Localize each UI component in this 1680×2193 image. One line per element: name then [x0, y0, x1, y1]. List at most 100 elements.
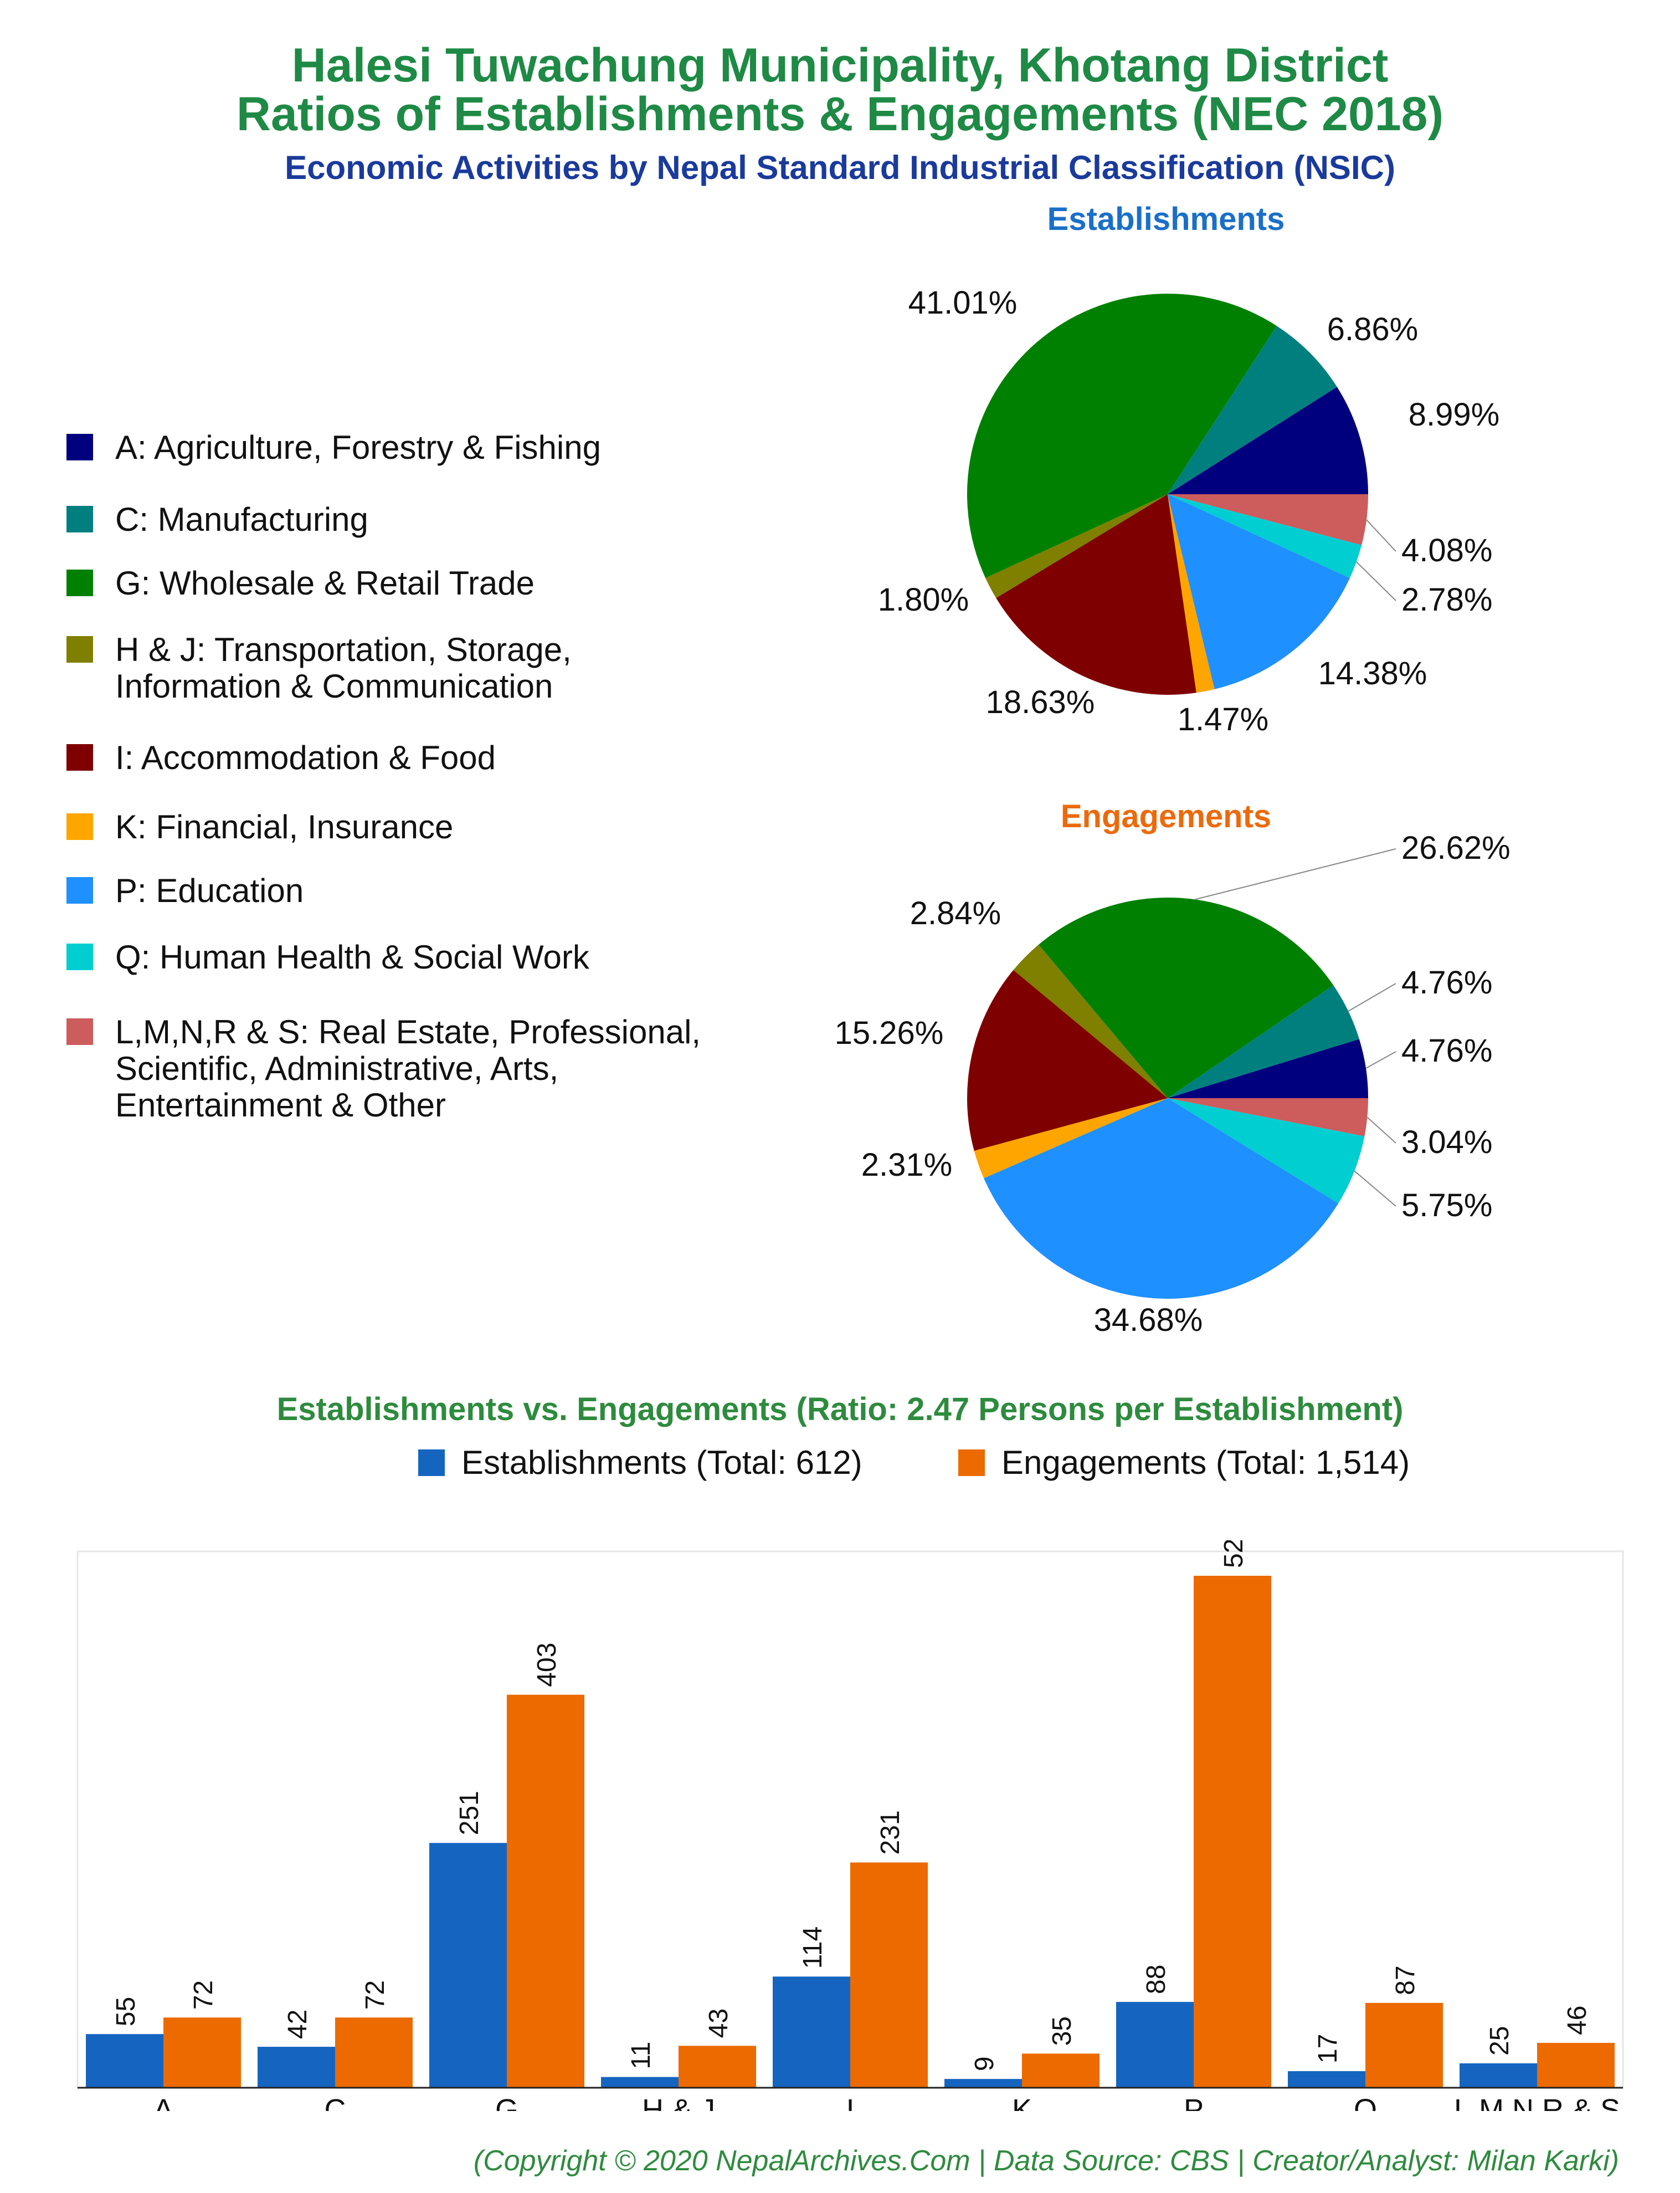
pie-label-q: 2.78%: [1401, 582, 1492, 618]
legend-item-k: K: Financial, Insurance: [66, 809, 835, 846]
pie-label-a: 4.76%: [1401, 1033, 1492, 1069]
bar-engagements-c: [335, 2017, 413, 2088]
pie-slice-h-j: [1013, 945, 1168, 1098]
legend-swatch: [66, 1018, 93, 1045]
pie-slice-g: [967, 293, 1277, 578]
legend-swatch: [66, 636, 93, 663]
bar-value-label: 46: [1563, 2006, 1592, 2035]
bar-legend-establishments-label: Establishments (Total: 612): [461, 1444, 862, 1481]
bar-value-label: 251: [455, 1791, 484, 1835]
pie-slice-a: [1168, 1039, 1369, 1098]
pie-slice-l-m-n-r-s: [1168, 494, 1368, 545]
bar-establishments-q: [1288, 2071, 1365, 2088]
bar-legend-engagements-label: Engagements (Total: 1,514): [1001, 1444, 1410, 1481]
pie-label-q: 5.75%: [1401, 1187, 1492, 1223]
bar-value-label: 72: [361, 1980, 390, 2010]
x-tick-label-k: K: [1012, 2093, 1032, 2111]
legend-label: L,M,N,R & S: Real Estate, Professional, …: [115, 1013, 701, 1124]
x-tick-label-a: A: [153, 2093, 173, 2111]
pie-slice-k: [974, 1098, 1168, 1179]
bar-establishments-l-m-n-r-s: [1460, 2063, 1537, 2088]
pie-slice-a: [1168, 387, 1368, 494]
pie-leader-line: [1195, 848, 1396, 900]
bar-value-label: 525: [1219, 1540, 1249, 1568]
legend-item-c: C: Manufacturing: [66, 501, 835, 538]
pie-label-g: 41.01%: [908, 285, 1018, 321]
pie-slice-i: [996, 494, 1196, 695]
pie-leader-line: [1356, 561, 1396, 601]
pie-label-p: 14.38%: [1318, 655, 1427, 691]
bar-legend-establishments: Establishments (Total: 612): [418, 1443, 862, 1482]
pie-leader-line: [1354, 1170, 1396, 1207]
bar-legend-engagements: Engagements (Total: 1,514): [958, 1443, 1410, 1482]
x-tick-label-h-j: H & J: [642, 2093, 715, 2111]
legend-swatch: [66, 944, 93, 970]
pie-leader-line: [1366, 1116, 1396, 1144]
bar-engagements-l-m-n-r-s: [1537, 2043, 1615, 2088]
x-tick-label-p: P: [1184, 2093, 1204, 2111]
legend-label: C: Manufacturing: [115, 501, 368, 538]
legend-swatch: [66, 570, 93, 596]
pie-leader-line: [1366, 519, 1396, 552]
establishments-pie-title: Establishments: [1047, 201, 1285, 237]
pie-label-a: 8.99%: [1409, 397, 1499, 433]
legend-label: P: Education: [115, 872, 304, 909]
legend-label: Q: Human Health & Social Work: [115, 939, 589, 976]
chart-title-line2: Ratios of Establishments & Engagements (…: [236, 88, 1444, 141]
establishments-pie: 8.99% 6.86% 41.01% 1.80% 18.63% 1.47% 14.38% 2.…: [878, 285, 1499, 737]
pie-slice-g: [1038, 898, 1334, 1098]
bar-engagements-p: [1194, 1576, 1271, 2088]
x-tick-label-i: I: [846, 2093, 854, 2111]
bar-value-label: 17: [1313, 2034, 1343, 2063]
bar-engagements-q: [1365, 2002, 1443, 2088]
pie-label-h-j: 1.80%: [878, 582, 969, 618]
bar-value-label: 9: [970, 2056, 999, 2071]
bar-chart: 55 72 A 42 72 C 251 403 G 11 43 H & J 114 231 I 9 35 K 88 5…: [76, 1540, 1624, 2111]
bar-engagements-i: [850, 1862, 928, 2088]
bar-value-label: 42: [283, 2010, 312, 2039]
x-tick-label-g: G: [495, 2093, 518, 2111]
bar-engagements-g: [507, 1694, 584, 2088]
pie-slice-h-j: [985, 494, 1168, 598]
bar-establishments-p: [1116, 2002, 1194, 2088]
bar-value-label: 114: [798, 1926, 828, 1969]
bar-value-label: 403: [532, 1643, 562, 1687]
bar-establishments-g: [429, 1843, 507, 2088]
legend-swatch: [66, 506, 93, 532]
bar-establishments-a: [86, 2034, 163, 2088]
pie-leader-line: [1348, 983, 1396, 1012]
pie-leader-line: [1365, 1051, 1396, 1069]
footer-credit: (Copyright © 2020 NepalArchives.Com | Da…: [473, 2145, 1619, 2177]
pie-slice-p: [984, 1098, 1339, 1299]
legend-item-l-m-n-r-s: L,M,N,R & S: Real Estate, Professional, …: [66, 1014, 835, 1124]
engagements-pie: 4.76% 4.76% 26.62% 2.84% 15.26% 2.31% 34.68% 5.…: [835, 830, 1511, 1338]
x-tick-label-c: C: [325, 2093, 346, 2111]
pie-label-l-m-n-r-s: 4.08%: [1401, 532, 1492, 568]
legend-swatch: [66, 877, 93, 904]
legend-swatch: [66, 813, 93, 840]
bar-value-label: 231: [876, 1810, 905, 1854]
pie-label-c: 4.76%: [1401, 965, 1492, 1001]
bar-value-label: 11: [626, 2042, 656, 2069]
pie-slice-c: [1168, 985, 1359, 1098]
legend-swatch: [66, 744, 93, 771]
pie-slice-i: [967, 970, 1168, 1151]
bar-value-label: 72: [189, 1980, 218, 2010]
chart-title-line1: Halesi Tuwachung Municipality, Khotang D…: [291, 39, 1389, 92]
bar-value-label: 25: [1485, 2026, 1514, 2056]
pie-label-i: 15.26%: [835, 1015, 944, 1051]
legend-label: K: Financial, Insurance: [115, 808, 454, 846]
legend-item-i: I: Accommodation & Food: [66, 740, 835, 776]
legend-item-a: A: Agriculture, Forestry & Fishing: [66, 429, 835, 466]
pie-label-h-j: 2.84%: [910, 895, 1001, 931]
legend-label: G: Wholesale & Retail Trade: [115, 565, 535, 602]
pie-label-k: 2.31%: [861, 1147, 952, 1183]
pie-slice-l-m-n-r-s: [1168, 1098, 1368, 1136]
legend-item-g: G: Wholesale & Retail Trade: [66, 565, 835, 602]
bar-value-label: 35: [1047, 2016, 1077, 2046]
pie-label-g: 26.62%: [1401, 830, 1511, 866]
bar-engagements-k: [1022, 2053, 1100, 2088]
pie-label-i: 18.63%: [986, 684, 1095, 720]
x-tick-label-l-m-n-r-s: L,M,N,R & S: [1454, 2093, 1620, 2111]
pie-slice-q: [1168, 1098, 1365, 1203]
